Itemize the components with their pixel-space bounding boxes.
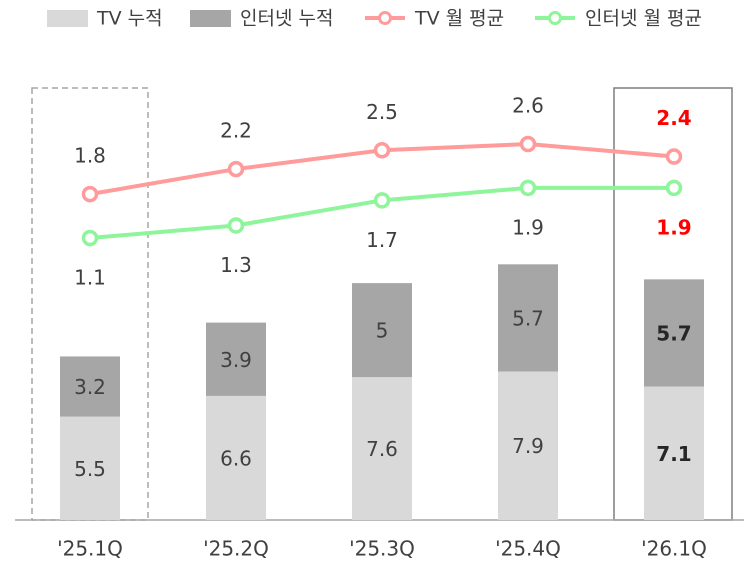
bar-label: 7.6 [366,437,398,461]
line-label: 1.1 [74,266,106,290]
bar [60,356,120,417]
bar-label: 5.7 [512,306,544,330]
bar [352,283,412,378]
line-label: 1.9 [656,215,691,239]
x-tick-label: '25.4Q [495,537,561,561]
bar-label: 6.6 [220,446,252,470]
bar-label: 5.7 [656,321,691,345]
bar-label: 7.1 [656,442,691,466]
x-tick-label: '25.2Q [203,537,269,561]
bar-label: 5.5 [74,457,106,481]
bar [60,416,120,520]
line-label: 2.2 [220,119,252,143]
line-label: 1.3 [220,253,252,277]
bar [644,279,704,387]
line-label: 2.4 [656,106,691,130]
bar [206,395,266,520]
x-tick-label: '25.3Q [349,537,415,561]
line-marker [373,142,391,159]
line-marker [373,192,391,209]
line-marker [227,160,245,178]
bar [352,377,412,520]
line-label: 1.9 [512,215,544,239]
line-marker [81,185,99,203]
line-marker [81,229,99,247]
bar [206,322,266,396]
legend-marker [548,11,562,25]
legend-swatch [190,10,231,27]
line-marker [665,148,683,165]
bar [498,264,558,372]
line-marker [519,179,537,197]
bar [498,371,558,520]
bar-label: 3.9 [220,348,252,372]
line-label: 2.5 [366,100,398,124]
line-marker [227,217,245,234]
legend-label: TV 누적 [96,8,163,30]
bar [644,386,704,520]
legend-label: TV 월 평균 [414,8,504,30]
legend-marker [378,11,392,25]
line-label: 1.7 [366,228,398,252]
bar-label: 3.2 [74,375,106,399]
legend-label: 인터넷 월 평균 [585,8,702,30]
line-label: 1.8 [74,144,106,168]
legend-label: 인터넷 누적 [240,8,333,30]
x-tick-label: '26.1Q [641,537,707,561]
line-label: 2.6 [512,94,544,118]
bar-label: 7.9 [512,434,544,458]
x-tick-label: '25.1Q [57,537,123,561]
line-marker [519,135,537,153]
legend-swatch [47,10,88,27]
bar-label: 5 [376,319,389,343]
line-marker [665,179,683,197]
